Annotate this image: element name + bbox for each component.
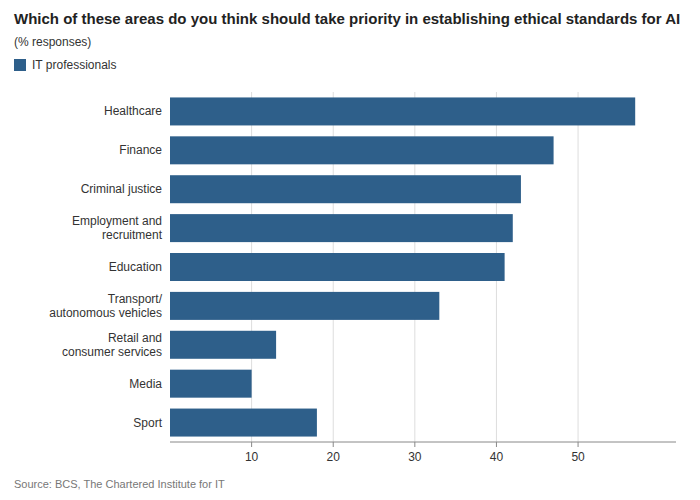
x-tick-label: 40 bbox=[490, 450, 504, 464]
x-axis-line bbox=[170, 442, 676, 443]
bar bbox=[170, 175, 521, 203]
legend-label: IT professionals bbox=[32, 58, 117, 72]
x-tick bbox=[578, 442, 579, 447]
category-label: Finance bbox=[119, 143, 162, 157]
category-label: Sport bbox=[133, 416, 162, 430]
subtitle: (% responses) bbox=[14, 35, 91, 49]
category-label: Employment andrecruitment bbox=[72, 214, 163, 242]
bar bbox=[170, 292, 439, 320]
bar bbox=[170, 409, 317, 437]
bar bbox=[170, 331, 276, 359]
x-tick-label: 10 bbox=[245, 450, 259, 464]
y-axis: Healthcare Finance Criminal justice Employm… bbox=[49, 104, 162, 429]
category-label: Healthcare bbox=[104, 104, 162, 118]
x-tick-label: 20 bbox=[327, 450, 341, 464]
category-label: Retail andconsumer services bbox=[62, 331, 162, 359]
bar bbox=[170, 97, 635, 125]
bar bbox=[170, 136, 554, 164]
category-label: Education bbox=[109, 260, 162, 274]
x-tick bbox=[251, 442, 252, 447]
x-tick bbox=[414, 442, 415, 447]
title: Which of these areas do you think should… bbox=[14, 10, 680, 27]
bar bbox=[170, 253, 505, 281]
category-label: Transport/autonomous vehicles bbox=[49, 292, 162, 320]
x-axis: 10 20 30 40 50 bbox=[245, 442, 585, 464]
category-label: Media bbox=[129, 377, 162, 391]
legend-swatch bbox=[14, 59, 26, 71]
bars bbox=[170, 97, 635, 436]
category-label: Criminal justice bbox=[81, 182, 163, 196]
legend: IT professionals bbox=[14, 58, 117, 72]
bar bbox=[170, 370, 252, 398]
x-tick bbox=[333, 442, 334, 447]
x-tick bbox=[496, 442, 497, 447]
source: Source: BCS, The Chartered Institute for… bbox=[14, 478, 225, 490]
bar bbox=[170, 214, 513, 242]
grid-line bbox=[578, 92, 579, 442]
chart-container: Which of these areas do you think should… bbox=[0, 0, 700, 500]
x-tick-label: 50 bbox=[571, 450, 585, 464]
chart-svg: Which of these areas do you think should… bbox=[0, 0, 700, 500]
x-tick-label: 30 bbox=[408, 450, 422, 464]
